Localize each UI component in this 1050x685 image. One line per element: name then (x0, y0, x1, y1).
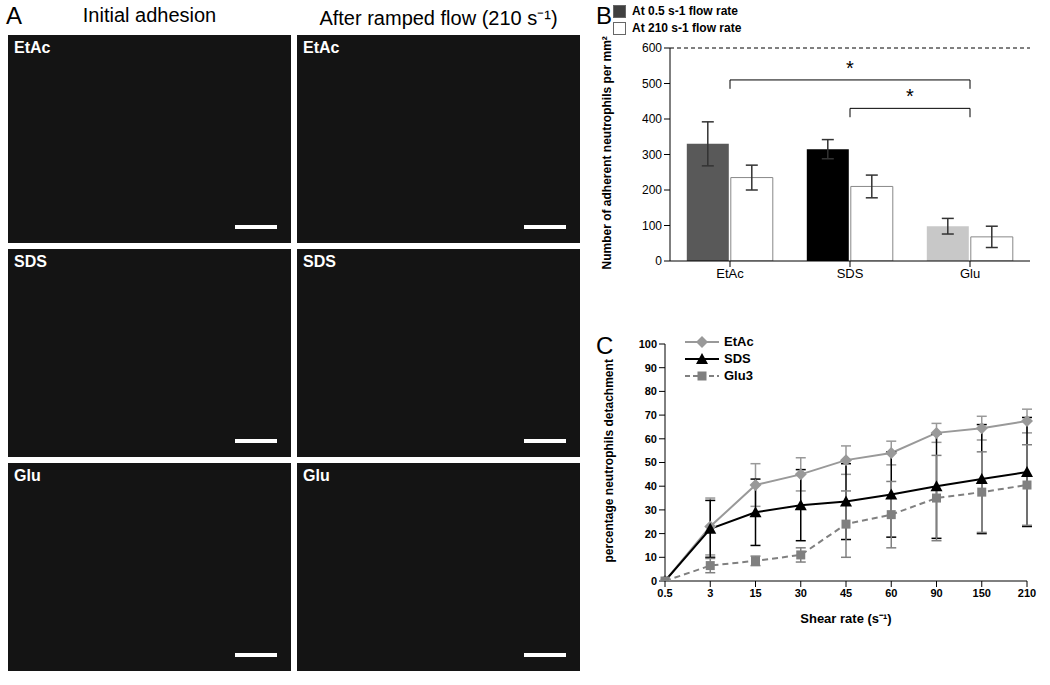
svg-text:30: 30 (795, 587, 807, 599)
svg-text:100: 100 (639, 338, 657, 350)
svg-text:Number of adherent neutrophils: Number of adherent neutrophils per mm² (600, 36, 614, 269)
html-text:Initial adhesion: Initial adhesion (82, 4, 217, 26)
svg-text:30: 30 (645, 504, 657, 516)
svg-text:90: 90 (930, 587, 942, 599)
html-text:B: B (596, 2, 612, 29)
html-text:SDS: SDS (303, 253, 336, 270)
svg-text:*: * (846, 57, 854, 79)
html-text:EtAc: EtAc (724, 334, 754, 349)
svg-text:Glu: Glu (960, 266, 980, 281)
svg-text:15: 15 (749, 587, 761, 599)
html-text:Glu3: Glu3 (724, 368, 753, 383)
svg-text:300: 300 (642, 148, 662, 162)
html-text:A: A (6, 2, 22, 29)
svg-text:3: 3 (707, 587, 713, 599)
html-text:After ramped flow (210 s⁻¹): After ramped flow (210 s⁻¹) (319, 7, 558, 29)
html-text:C: C (596, 332, 614, 359)
svg-text:0.5: 0.5 (657, 587, 672, 599)
svg-text:500: 500 (642, 77, 662, 91)
svg-text:10: 10 (645, 551, 657, 563)
svg-text:Shear rate (s⁻¹): Shear rate (s⁻¹) (800, 611, 891, 626)
svg-text:50: 50 (645, 456, 657, 468)
html-text:SDS: SDS (724, 351, 751, 366)
html-text:SDS: SDS (14, 253, 47, 270)
svg-text:600: 600 (642, 41, 662, 55)
svg-text:80: 80 (645, 385, 657, 397)
svg-text:90: 90 (645, 362, 657, 374)
svg-text:EtAc: EtAc (716, 266, 744, 281)
html-text:At 0.5 s-1 flow rate: At 0.5 s-1 flow rate (632, 4, 738, 18)
svg-text:100: 100 (642, 219, 662, 233)
svg-text:45: 45 (840, 587, 852, 599)
svg-text:210: 210 (1018, 587, 1036, 599)
svg-text:200: 200 (642, 183, 662, 197)
svg-text:40: 40 (645, 480, 657, 492)
svg-text:*: * (906, 85, 914, 107)
svg-text:400: 400 (642, 112, 662, 126)
svg-text:20: 20 (645, 528, 657, 540)
html-text:Glu: Glu (303, 467, 330, 484)
html-text:At 210 s-1 flow rate: At 210 s-1 flow rate (632, 21, 742, 35)
svg-text:percentage neutrophils detachm: percentage neutrophils detachment (602, 359, 616, 562)
svg-text:150: 150 (973, 587, 991, 599)
html-text:EtAc: EtAc (303, 39, 340, 56)
html-text:Glu: Glu (14, 467, 41, 484)
svg-text:60: 60 (885, 587, 897, 599)
svg-text:70: 70 (645, 409, 657, 421)
html-text:EtAc: EtAc (14, 39, 51, 56)
svg-text:0: 0 (651, 575, 657, 587)
svg-text:SDS: SDS (837, 266, 864, 281)
svg-text:60: 60 (645, 433, 657, 445)
svg-text:0: 0 (655, 254, 662, 268)
